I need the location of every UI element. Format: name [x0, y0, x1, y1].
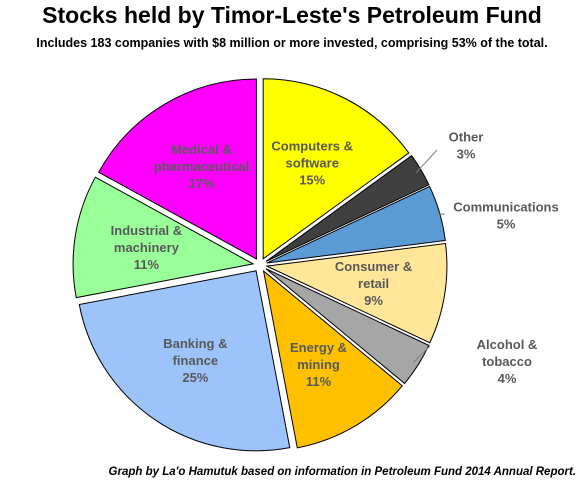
slice-label: Other 3%	[449, 130, 484, 162]
slice-category-label: mining	[297, 357, 340, 372]
slice-value-label: 15%	[299, 173, 325, 188]
slice-category-label: retail	[358, 276, 389, 291]
slice-category-label: Banking &	[163, 336, 227, 351]
slice-value-label: 17%	[188, 176, 214, 191]
slice-category-label: Other	[449, 130, 484, 145]
slice-category-label: Energy &	[290, 340, 347, 355]
slice-category-label: Consumer &	[335, 259, 412, 274]
pie-slice-other	[265, 154, 430, 262]
slice-category-label: Industrial &	[111, 223, 183, 238]
leader-line	[415, 149, 438, 173]
slice-category-label: pharmaceutical	[154, 159, 249, 174]
slice-label: Communications 5%	[453, 200, 558, 232]
slice-value-label: 9%	[364, 293, 383, 308]
slice-value-label: 25%	[182, 370, 208, 385]
slice-category-label: tobacco	[482, 354, 532, 369]
slice-value-label: 5%	[497, 217, 516, 232]
slice-category-label: machinery	[114, 240, 180, 255]
pie-slice-communications	[266, 185, 446, 264]
pie-slice-banking-finance	[78, 270, 291, 452]
leader-line	[412, 345, 431, 363]
pie-slice-energy-mining	[262, 269, 403, 449]
chart-subtitle: Includes 183 companies with $8 million o…	[36, 36, 548, 50]
slice-value-label: 3%	[457, 147, 476, 162]
pie-slice-industrial-machinery	[72, 176, 255, 299]
slice-category-label: Communications	[453, 200, 558, 215]
pie-slice-medical-pharmaceutical	[98, 78, 257, 260]
slice-category-label: software	[285, 156, 338, 171]
slice-label: Energy & mining 11%	[290, 340, 347, 389]
pie-slice-computers-software	[262, 78, 410, 260]
chart-title: Stocks held by Timor-Leste's Petroleum F…	[42, 2, 542, 28]
slice-value-label: 11%	[306, 374, 332, 389]
slice-category-label: Alcohol &	[477, 337, 538, 352]
source-note: Graph by La'o Hamutuk based on informati…	[108, 466, 576, 478]
slice-label: Consumer & retail 9%	[335, 259, 412, 308]
pie-slice-alcohol-tobacco	[265, 268, 430, 385]
slice-category-label: finance	[173, 353, 219, 368]
pie-slice-consumer-retail	[265, 242, 448, 344]
slice-value-label: 4%	[498, 371, 517, 386]
slice-category-label: Medical &	[171, 142, 232, 157]
slice-label: Medical & pharmaceutical 17%	[154, 142, 249, 191]
slice-label: Alcohol & tobacco 4%	[477, 337, 538, 386]
slice-value-label: 11%	[134, 257, 160, 272]
slice-category-label: Computers &	[271, 139, 353, 154]
slice-label: Computers & software 15%	[271, 139, 353, 188]
slice-label: Industrial & machinery 11%	[111, 223, 183, 272]
slice-label: Banking & finance 25%	[163, 336, 227, 385]
